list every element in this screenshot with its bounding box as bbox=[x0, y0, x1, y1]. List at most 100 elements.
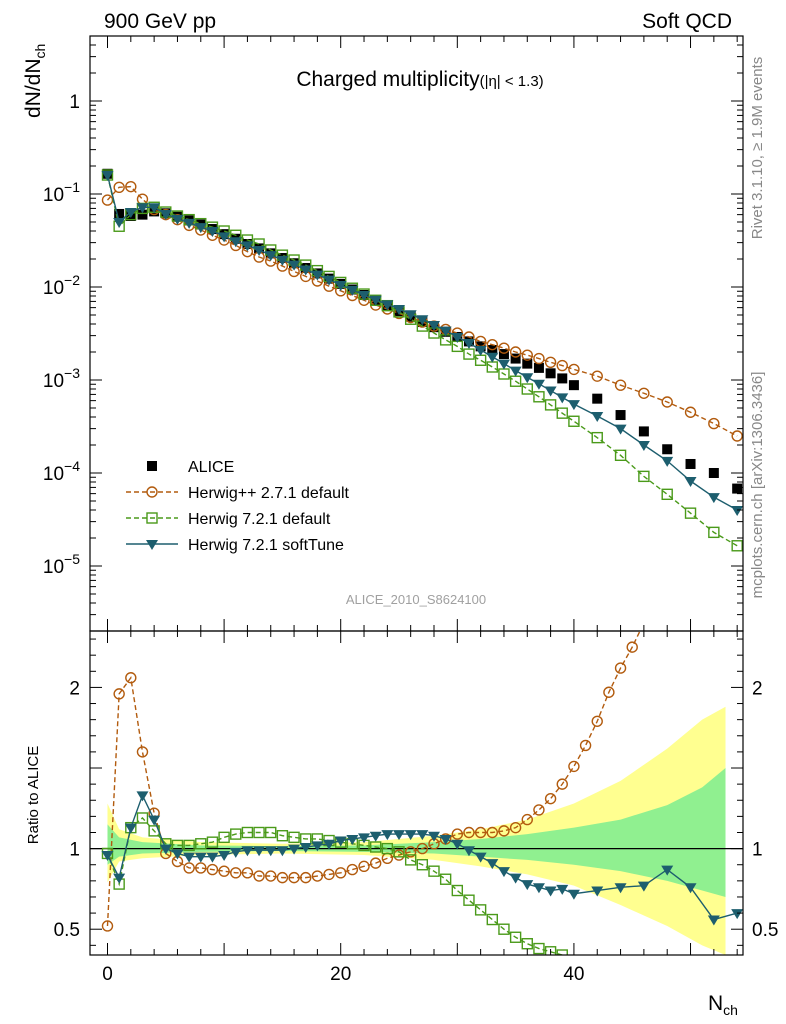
data-point-herwig-7-2-1-softtune bbox=[707, 493, 720, 504]
ratio-point-herwig-2-7-1-default bbox=[346, 863, 359, 876]
data-point-alice bbox=[615, 410, 626, 421]
ratio-band-inner bbox=[107, 768, 726, 897]
series-herwig-7-2-1-default bbox=[101, 169, 743, 552]
ratio-herwig-2-7-1-default bbox=[101, 631, 641, 932]
ratio-point-herwig-7-2-1-default bbox=[533, 942, 545, 955]
ratio-point-herwig-7-2-1-default bbox=[439, 873, 452, 885]
data-point-herwig-7-2-1-softtune bbox=[637, 441, 650, 452]
ratio-point-herwig-2-7-1-default bbox=[474, 826, 487, 839]
y-axis-label-ratio: Ratio to ALICE bbox=[25, 746, 42, 844]
legend: ALICE Herwig++ 2.7.1 default Herwig 7.2.1 … bbox=[126, 459, 350, 554]
data-point-herwig-7-2-1-softtune bbox=[218, 232, 231, 243]
ratio-point-herwig-7-2-1-softtune bbox=[323, 839, 336, 850]
ratio-point-herwig-2-7-1-default bbox=[335, 867, 347, 879]
ratio-point-herwig-7-2-1-default bbox=[136, 812, 149, 824]
ratio-point-herwig-7-2-1-softtune bbox=[183, 852, 196, 863]
data-point-herwig-2-7-1-default bbox=[661, 396, 673, 408]
data-point-herwig-7-2-1-softtune bbox=[288, 260, 301, 271]
data-point-herwig-7-2-1-softtune bbox=[299, 265, 312, 276]
mcplots-label: mcplots.cern.ch [arXiv:1306.3436] bbox=[749, 372, 766, 599]
ratio-point-herwig-7-2-1-softtune bbox=[404, 830, 417, 841]
data-point-herwig-7-2-1-softtune bbox=[591, 412, 604, 423]
ratio-point-herwig-2-7-1-default bbox=[626, 641, 638, 653]
y-tick-label-main: 10−1 bbox=[43, 179, 80, 206]
ratio-point-herwig-2-7-1-default bbox=[241, 867, 254, 879]
data-point-herwig-7-2-1-softtune bbox=[183, 218, 196, 229]
ratio-point-herwig-7-2-1-default bbox=[218, 831, 230, 844]
data-point-herwig-7-2-1-softtune bbox=[451, 332, 464, 343]
ratio-point-herwig-7-2-1-default bbox=[404, 854, 417, 866]
legend-marker bbox=[146, 486, 158, 498]
x-axis-label-text: N bbox=[708, 992, 723, 1015]
series-line-herwig-7-2-1-default bbox=[106, 174, 738, 547]
ratio-point-herwig-7-2-1-softtune bbox=[148, 815, 161, 826]
chart-title-sub: (|η| < 1.3) bbox=[480, 73, 544, 90]
data-point-herwig-7-2-1-default bbox=[684, 507, 697, 519]
y-tick-label-main: 1 bbox=[69, 92, 80, 113]
data-point-herwig-7-2-1-softtune bbox=[544, 386, 557, 397]
chart-title: Charged multiplicity(|η| < 1.3) bbox=[296, 68, 543, 91]
ratio-point-herwig-7-2-1-softtune bbox=[661, 865, 674, 876]
ratio-point-herwig-7-2-1-softtune bbox=[451, 839, 464, 850]
ratio-point-herwig-7-2-1-softtune bbox=[427, 831, 440, 842]
ratio-point-herwig-2-7-1-default bbox=[125, 672, 137, 684]
ratio-point-herwig-2-7-1-default bbox=[288, 871, 300, 884]
ratio-point-herwig-2-7-1-default bbox=[568, 760, 580, 773]
ratio-point-herwig-7-2-1-default bbox=[428, 865, 440, 877]
ratio-point-herwig-2-7-1-default bbox=[206, 863, 219, 876]
ratio-point-herwig-7-2-1-softtune bbox=[206, 852, 219, 863]
data-point-herwig-7-2-1-softtune bbox=[661, 456, 674, 467]
ratio-point-herwig-7-2-1-default bbox=[393, 846, 405, 858]
ratio-point-herwig-2-7-1-default bbox=[556, 778, 568, 790]
data-point-herwig-7-2-1-softtune bbox=[136, 203, 149, 214]
ratio-point-herwig-7-2-1-softtune bbox=[101, 851, 114, 862]
ratio-point-herwig-7-2-1-softtune bbox=[218, 851, 231, 862]
ratio-point-herwig-2-7-1-default bbox=[533, 804, 545, 816]
data-point-herwig-7-2-1-softtune bbox=[101, 171, 114, 182]
reference-name: ALICE_2010_S8624100 bbox=[346, 592, 486, 607]
ratio-point-herwig-7-2-1-softtune bbox=[264, 846, 277, 857]
ratio-point-herwig-2-7-1-default bbox=[136, 746, 149, 758]
data-point-herwig-7-2-1-softtune bbox=[229, 237, 242, 248]
ratio-point-herwig-7-2-1-default bbox=[288, 831, 300, 844]
data-point-herwig-7-2-1-default bbox=[661, 488, 673, 501]
data-point-herwig-7-2-1-default bbox=[474, 354, 487, 366]
ratio-point-herwig-2-7-1-default bbox=[416, 842, 429, 855]
data-point-herwig-7-2-1-softtune bbox=[369, 295, 382, 306]
data-point-herwig-7-2-1-softtune bbox=[416, 315, 429, 326]
ratio-point-herwig-7-2-1-default bbox=[463, 894, 475, 906]
data-point-herwig-7-2-1-softtune bbox=[323, 275, 336, 286]
ratio-point-herwig-7-2-1-softtune bbox=[381, 830, 394, 841]
data-point-herwig-2-7-1-default bbox=[568, 363, 580, 376]
ratio-point-herwig-7-2-1-softtune bbox=[113, 873, 126, 884]
data-point-alice bbox=[568, 380, 579, 391]
ratio-point-herwig-2-7-1-default bbox=[498, 825, 510, 837]
y-tick-label-ratio: 0.5 bbox=[54, 920, 80, 941]
data-point-herwig-7-2-1-softtune bbox=[113, 217, 126, 228]
ratio-panel: 0 20 40 0.5 0.5 1 1 2 2 bbox=[54, 630, 778, 985]
data-point-alice bbox=[114, 208, 125, 219]
data-point-herwig-2-7-1-default bbox=[638, 387, 650, 399]
ratio-point-herwig-7-2-1-default bbox=[381, 842, 394, 855]
ratio-point-herwig-2-7-1-default bbox=[311, 870, 324, 882]
legend-label: Herwig 7.2.1 softTune bbox=[188, 537, 344, 554]
data-point-herwig-7-2-1-softtune bbox=[206, 227, 219, 238]
x-axis-label: Nch bbox=[708, 992, 738, 1018]
ratio-point-herwig-2-7-1-default bbox=[451, 828, 464, 840]
data-point-alice bbox=[557, 373, 568, 384]
ratio-point-herwig-2-7-1-default bbox=[101, 920, 114, 932]
data-point-herwig-2-7-1-default bbox=[556, 359, 568, 372]
ratio-point-herwig-2-7-1-default bbox=[521, 813, 533, 826]
ratio-point-herwig-7-2-1-softtune bbox=[288, 844, 301, 855]
data-point-herwig-2-7-1-default bbox=[101, 194, 114, 206]
data-point-alice bbox=[522, 358, 533, 369]
ratio-point-herwig-7-2-1-default bbox=[206, 836, 219, 848]
ratio-point-herwig-2-7-1-default bbox=[614, 662, 627, 674]
data-point-herwig-7-2-1-softtune bbox=[381, 300, 394, 311]
data-point-herwig-7-2-1-softtune bbox=[532, 379, 545, 390]
data-point-herwig-2-7-1-default bbox=[521, 349, 533, 361]
legend-marker bbox=[147, 461, 157, 471]
rivet-label: Rivet 3.1.10, ≥ 1.9M events bbox=[749, 57, 766, 240]
ratio-point-herwig-7-2-1-default bbox=[241, 826, 254, 839]
ratio-point-herwig-7-2-1-softtune bbox=[556, 884, 569, 895]
